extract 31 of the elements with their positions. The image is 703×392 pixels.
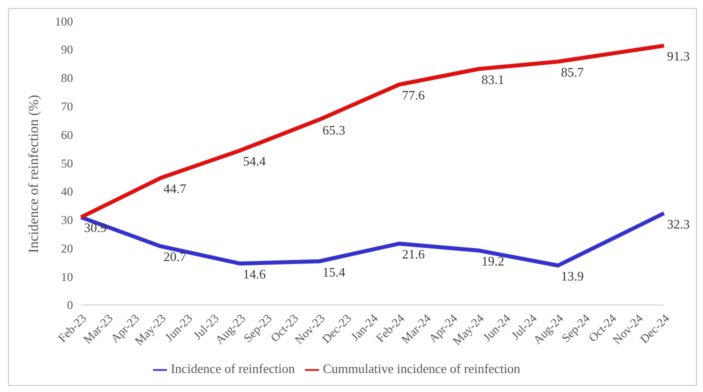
- y-tick-label: 90: [61, 42, 73, 57]
- y-tick-label: 20: [61, 241, 73, 256]
- data-label: 15.4: [322, 264, 346, 280]
- legend-label: Incidence of reinfection: [170, 360, 295, 376]
- y-tick-label: 70: [61, 99, 73, 114]
- line-series: [79, 211, 666, 268]
- y-tick-label: 80: [61, 71, 73, 86]
- y-tick-label: 50: [61, 156, 73, 170]
- data-label: 21.6: [402, 246, 426, 262]
- data-label: 44.7: [164, 181, 187, 196]
- data-label: 65.3: [322, 122, 346, 138]
- data-label: 13.9: [561, 268, 584, 284]
- data-label: 77.6: [402, 88, 426, 103]
- legend-label: Cummulative incidence of reinfection: [322, 360, 520, 376]
- y-tick-label: 100: [55, 14, 73, 28]
- data-label: 20.7: [164, 249, 187, 264]
- y-tick-label: 40: [61, 184, 73, 199]
- line-series: [79, 44, 666, 220]
- y-tick-label: 60: [61, 128, 73, 142]
- data-label: 30.9: [84, 220, 107, 236]
- data-label: 85.7: [561, 64, 584, 80]
- data-label: 19.2: [482, 253, 504, 268]
- y-axis-title: Incidence of reinfection (%): [26, 94, 42, 253]
- data-label: 32.3: [667, 216, 690, 232]
- data-label: 54.4: [243, 153, 266, 168]
- data-label: 83.1: [482, 72, 504, 87]
- data-label: 14.6: [243, 266, 266, 282]
- y-tick-label: 30: [61, 213, 73, 228]
- data-label: 91.3: [667, 48, 690, 64]
- y-tick-label: 10: [61, 270, 73, 284]
- y-tick-label: 0: [67, 298, 73, 312]
